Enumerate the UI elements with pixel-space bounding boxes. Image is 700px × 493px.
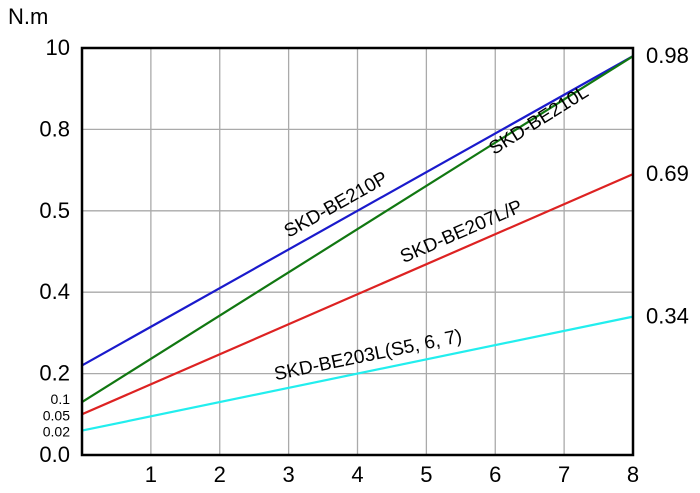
series-lines: [81, 55, 634, 432]
series-name-label: SKD-BE210P: [281, 168, 392, 243]
y-tick-label: 0.0: [39, 442, 70, 467]
y-tick-label-small: 0.1: [51, 391, 71, 407]
x-tick-label: 1: [145, 462, 157, 487]
series-line: [81, 173, 634, 416]
x-tick-label: 4: [351, 462, 363, 487]
y-tick-label-right: 0.98: [646, 43, 689, 68]
y-tick-label: 0.2: [39, 361, 70, 386]
y-tick-label-small: 0.05: [43, 408, 70, 424]
y-axis-unit-label: N.m: [8, 4, 48, 29]
y-tick-label: 10: [46, 35, 70, 60]
series-name-label: SKD-BE203L(S5, 6, 7): [272, 326, 463, 385]
x-tick-label: 6: [489, 462, 501, 487]
y-tick-label: 0.4: [39, 279, 70, 304]
tick-labels: 1 2 3 4 5 6 7 8 0.0 0.2 0.4 0.5 0.8 10 0.10.050.02 0.98…: [39, 35, 688, 487]
x-tick-label: 8: [627, 462, 639, 487]
x-tick-label: 3: [283, 462, 295, 487]
x-tick-label: 7: [558, 462, 570, 487]
series-line: [81, 55, 634, 367]
series-labels: SKD-BE210P SKD-BE210L SKD-BE207L/P SKD-BE20…: [272, 82, 592, 386]
series-name-label: SKD-BE207L/P: [397, 196, 525, 268]
series-line: [81, 55, 634, 404]
y-tick-label-small: 0.02: [43, 423, 70, 439]
y-tick-label: 0.8: [39, 116, 70, 141]
y-tick-label-right: 0.34: [646, 304, 689, 329]
series-name-label: SKD-BE210L: [486, 82, 593, 160]
y-tick-label: 0.5: [39, 198, 70, 223]
x-tick-label: 2: [214, 462, 226, 487]
plot-frame: [80, 46, 635, 457]
series-line: [81, 315, 634, 432]
y-tick-label-right: 0.69: [646, 161, 689, 186]
x-tick-label: 5: [420, 462, 432, 487]
grid-lines: [82, 48, 633, 455]
